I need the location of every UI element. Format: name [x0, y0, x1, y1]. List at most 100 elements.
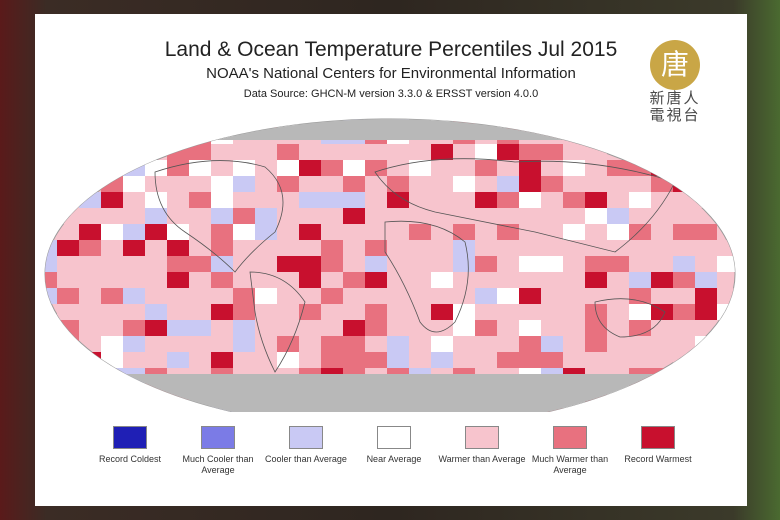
- map-tile: [695, 240, 717, 256]
- map-tile: [321, 240, 343, 256]
- map-tile: [497, 336, 519, 352]
- map-tile: [79, 224, 101, 240]
- map-tile: [45, 144, 57, 160]
- map-tile: [57, 384, 79, 400]
- map-tile: [563, 128, 585, 144]
- map-tile: [343, 304, 365, 320]
- map-tile: [651, 208, 673, 224]
- legend-swatch: [289, 426, 323, 449]
- map-tile: [365, 192, 387, 208]
- legend-label: Warmer than Average: [438, 454, 526, 464]
- map-tile: [211, 256, 233, 272]
- legend-item: Much Cooler than Average: [173, 426, 263, 476]
- map-tile: [673, 352, 695, 368]
- map-tile: [519, 176, 541, 192]
- map-tile: [431, 272, 453, 288]
- map-tile: [233, 208, 255, 224]
- legend-item: Cooler than Average: [261, 426, 351, 465]
- legend-label: Much Warmer than Average: [531, 454, 609, 475]
- map-tile: [211, 352, 233, 368]
- map-tile: [57, 352, 79, 368]
- map-tile: [651, 119, 673, 128]
- map-tile: [607, 208, 629, 224]
- map-tile: [45, 240, 57, 256]
- map-tile: [365, 160, 387, 176]
- map-tile: [299, 352, 321, 368]
- map-tile: [321, 144, 343, 160]
- map-tile: [45, 320, 57, 336]
- map-tile: [123, 240, 145, 256]
- map-tile: [387, 304, 409, 320]
- map-tile: [145, 192, 167, 208]
- map-tile: [585, 272, 607, 288]
- map-tile: [739, 224, 747, 240]
- legend-swatch: [377, 426, 411, 449]
- map-tile: [629, 304, 651, 320]
- map-tile: [717, 176, 735, 192]
- map-tile: [233, 336, 255, 352]
- map-tile: [343, 352, 365, 368]
- map-tile: [563, 304, 585, 320]
- map-tile: [519, 320, 541, 336]
- map-tile: [189, 352, 211, 368]
- map-tile: [475, 192, 497, 208]
- map-tile: [629, 400, 651, 412]
- map-tile: [387, 272, 409, 288]
- map-tile: [651, 128, 673, 144]
- map-tile: [739, 384, 747, 400]
- map-tile: [629, 256, 651, 272]
- map-tile: [563, 192, 585, 208]
- map-tile: [101, 288, 123, 304]
- map-tile: [387, 352, 409, 368]
- map-tile: [673, 160, 695, 176]
- map-tile: [145, 208, 167, 224]
- map-tile: [475, 256, 497, 272]
- map-tile: [299, 304, 321, 320]
- map-tile: [343, 320, 365, 336]
- map-tile: [497, 288, 519, 304]
- map-tile: [629, 272, 651, 288]
- map-tile: [717, 256, 735, 272]
- map-tile: [189, 256, 211, 272]
- map-tile: [431, 208, 453, 224]
- map-tile: [585, 336, 607, 352]
- map-tile: [585, 400, 607, 412]
- map-tile: [651, 320, 673, 336]
- map-tile: [189, 160, 211, 176]
- map-tile: [277, 256, 299, 272]
- map-tile: [453, 352, 475, 368]
- map-tile: [629, 320, 651, 336]
- legend-label: Much Cooler than Average: [182, 454, 254, 475]
- map-tile: [563, 224, 585, 240]
- legend-swatch: [465, 426, 499, 449]
- map-tile: [365, 320, 387, 336]
- map-tile: [585, 224, 607, 240]
- map-tile: [299, 176, 321, 192]
- map-tile: [673, 192, 695, 208]
- logo-text: 電視台: [649, 107, 701, 124]
- map-tile: [387, 224, 409, 240]
- map-tile: [211, 240, 233, 256]
- map-tile: [277, 352, 299, 368]
- map-tile: [45, 400, 57, 412]
- map-tile: [563, 320, 585, 336]
- map-tile: [365, 304, 387, 320]
- map-tile: [629, 160, 651, 176]
- map-tile: [343, 208, 365, 224]
- map-tile: [255, 208, 277, 224]
- map-tile: [189, 144, 211, 160]
- map-tile: [343, 240, 365, 256]
- map-tile: [101, 224, 123, 240]
- map-tile: [101, 256, 123, 272]
- map-tile: [233, 176, 255, 192]
- map-tile: [651, 384, 673, 400]
- map-tile: [475, 272, 497, 288]
- map-tile: [519, 288, 541, 304]
- map-tile: [277, 160, 299, 176]
- map-tile: [123, 304, 145, 320]
- map-tile: [211, 160, 233, 176]
- map-tile: [453, 320, 475, 336]
- map-tile: [695, 304, 717, 320]
- map-tile: [167, 224, 189, 240]
- map-tile: [739, 240, 747, 256]
